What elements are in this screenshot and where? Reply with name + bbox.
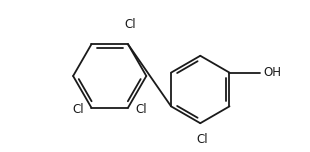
Text: Cl: Cl	[197, 133, 208, 146]
Text: Cl: Cl	[124, 18, 136, 31]
Text: OH: OH	[263, 66, 281, 79]
Text: Cl: Cl	[136, 103, 147, 116]
Text: Cl: Cl	[72, 103, 84, 116]
